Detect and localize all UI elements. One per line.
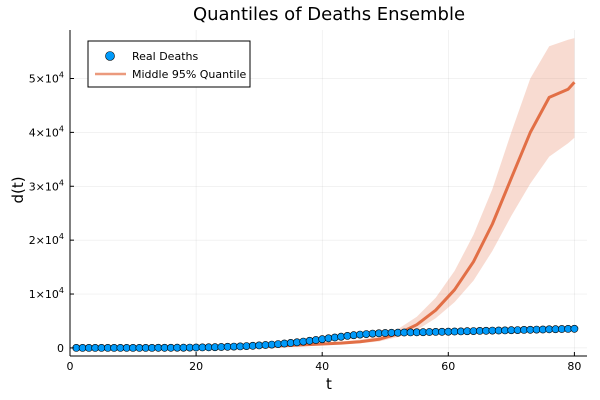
y-tick-label: 0 bbox=[57, 342, 64, 355]
x-ticks: 0 20 40 60 80 bbox=[67, 352, 581, 373]
real-deaths-point bbox=[570, 324, 579, 333]
y-tick-label: 4×104 bbox=[29, 124, 64, 139]
y-tick-label: 2×104 bbox=[29, 232, 64, 247]
y-tick-label: 1×104 bbox=[29, 286, 64, 301]
x-tick-label: 0 bbox=[67, 360, 74, 373]
legend-marker-real-deaths bbox=[105, 51, 115, 61]
real-deaths-points bbox=[72, 324, 579, 352]
legend-box bbox=[87, 40, 251, 88]
x-tick-label: 80 bbox=[567, 360, 581, 373]
y-tick-label: 3×104 bbox=[29, 178, 64, 193]
axes bbox=[69, 30, 587, 357]
y-tick-label: 5×104 bbox=[29, 70, 64, 85]
legend-label-quantile: Middle 95% Quantile bbox=[132, 68, 247, 81]
chart-title: Quantiles of Deaths Ensemble bbox=[193, 4, 465, 25]
y-axis-label: d(t) bbox=[9, 176, 27, 203]
x-tick-label: 20 bbox=[189, 360, 203, 373]
real-deaths-point bbox=[255, 341, 263, 350]
y-ticks: 0 1×104 2×104 3×104 4×104 5×104 bbox=[29, 70, 74, 355]
x-axis-label: t bbox=[326, 375, 332, 393]
x-tick-label: 40 bbox=[315, 360, 329, 373]
x-tick-label: 60 bbox=[441, 360, 455, 373]
legend-label-real-deaths: Real Deaths bbox=[132, 50, 198, 63]
legend: Real Deaths Middle 95% Quantile bbox=[87, 40, 251, 88]
